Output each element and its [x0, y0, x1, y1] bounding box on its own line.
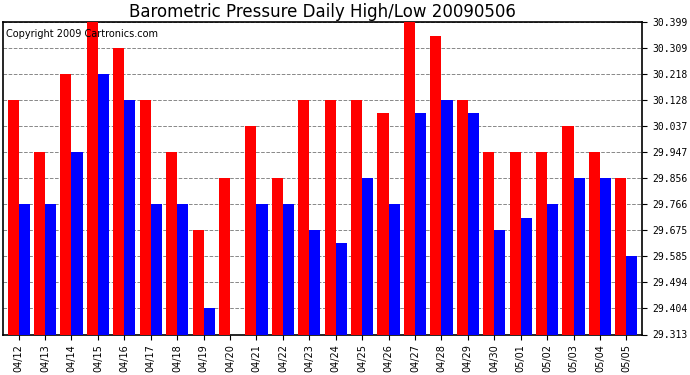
Bar — [457, 100, 468, 334]
Bar — [257, 204, 268, 334]
Bar — [483, 152, 494, 334]
Bar — [468, 113, 479, 334]
Bar — [589, 152, 600, 334]
Bar — [139, 100, 150, 334]
Bar — [283, 204, 294, 334]
Bar — [8, 100, 19, 334]
Bar — [124, 100, 135, 334]
Bar — [431, 36, 442, 334]
Bar — [204, 308, 215, 334]
Bar — [510, 152, 521, 334]
Bar — [627, 256, 638, 334]
Bar — [388, 204, 400, 334]
Bar — [547, 204, 558, 334]
Bar — [494, 231, 505, 334]
Bar — [193, 231, 204, 334]
Bar — [442, 100, 453, 334]
Bar — [415, 113, 426, 334]
Bar — [150, 204, 162, 334]
Bar — [298, 100, 309, 334]
Bar — [219, 178, 230, 334]
Bar — [377, 113, 388, 334]
Title: Barometric Pressure Daily High/Low 20090506: Barometric Pressure Daily High/Low 20090… — [129, 3, 516, 21]
Bar — [309, 231, 320, 334]
Bar — [521, 217, 532, 334]
Bar — [272, 178, 283, 334]
Bar — [336, 243, 347, 334]
Bar — [562, 126, 573, 334]
Bar — [113, 48, 124, 334]
Bar — [87, 22, 98, 334]
Bar — [246, 126, 257, 334]
Bar — [34, 152, 45, 334]
Bar — [536, 152, 547, 334]
Bar — [351, 100, 362, 334]
Bar — [324, 100, 336, 334]
Bar — [61, 74, 72, 334]
Bar — [600, 178, 611, 334]
Bar — [615, 178, 627, 334]
Bar — [573, 178, 584, 334]
Bar — [72, 152, 83, 334]
Bar — [166, 152, 177, 334]
Bar — [19, 204, 30, 334]
Text: Copyright 2009 Cartronics.com: Copyright 2009 Cartronics.com — [6, 28, 158, 39]
Bar — [45, 204, 56, 334]
Bar — [98, 74, 109, 334]
Bar — [404, 22, 415, 334]
Bar — [177, 204, 188, 334]
Bar — [362, 178, 373, 334]
